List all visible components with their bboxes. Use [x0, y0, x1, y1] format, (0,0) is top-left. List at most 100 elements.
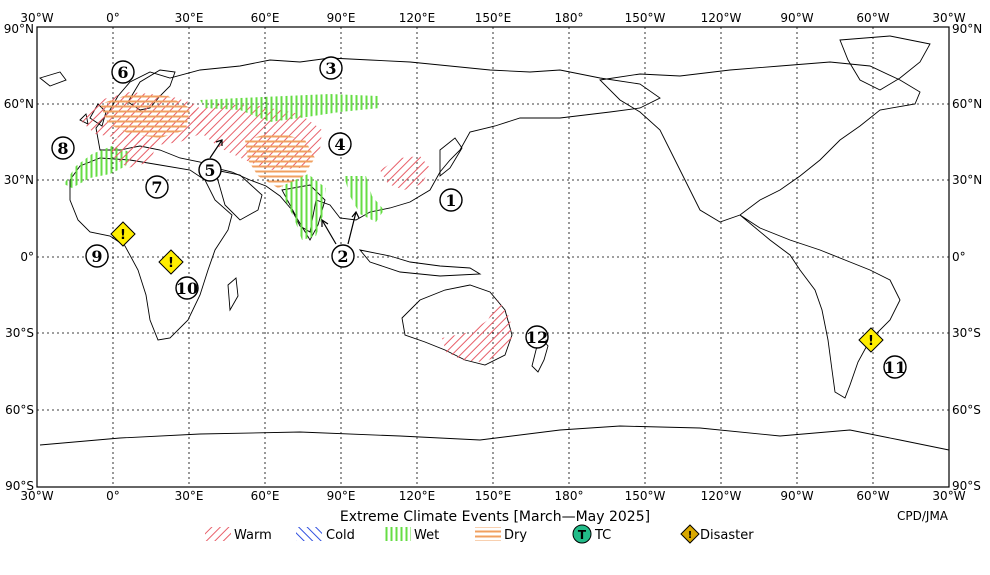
svg-text:Wet: Wet: [414, 528, 439, 543]
legend-disaster: ! Disaster: [680, 524, 754, 544]
lat-label: 90°N: [952, 22, 982, 36]
event-label-6: 6: [111, 60, 135, 84]
lat-label: 30°N: [4, 173, 34, 187]
longitude-labels-top: 30°W 0° 30°E 60°E 90°E 120°E 150°E 180° …: [20, 11, 965, 25]
svg-text:9: 9: [91, 247, 102, 266]
lon-label: 150°E: [475, 11, 512, 25]
lat-label: 60°S: [5, 403, 34, 417]
lon-label: 150°W: [625, 11, 666, 25]
event-label-9: 9: [85, 244, 109, 268]
antarctica-outline: [39, 425, 950, 451]
indonesia-outline: [358, 249, 482, 277]
new-zealand-outline: [531, 335, 549, 373]
lon-label: 180°: [555, 489, 584, 503]
lon-label: 180°: [555, 11, 584, 25]
lon-label: 30°W: [20, 489, 53, 503]
warm-region-australia: [442, 300, 512, 362]
event-label-8: 8: [51, 136, 75, 160]
iceland-outline: [39, 71, 67, 87]
legend-tc: T TC: [572, 524, 611, 544]
event-label-5: 5: [198, 158, 222, 182]
svg-text:11: 11: [884, 358, 906, 377]
lon-label: 120°E: [399, 489, 436, 503]
svg-text:6: 6: [117, 63, 128, 82]
event-label-4: 4: [328, 132, 352, 156]
wet-region-se-asia: [344, 176, 384, 222]
lat-label: 90°S: [5, 479, 34, 493]
eurasia-outline: [95, 57, 661, 233]
disaster-icon: [680, 524, 700, 544]
disaster-marker-west-africa: !: [110, 221, 136, 247]
svg-text:8: 8: [57, 139, 68, 158]
lon-label: 120°E: [399, 11, 436, 25]
svg-text:Warm: Warm: [234, 528, 272, 543]
legend-wet: Wet: [385, 527, 439, 543]
svg-text:!: !: [120, 228, 126, 243]
lon-label: 30°W: [20, 11, 53, 25]
map-title: Extreme Climate Events [March—May 2025]: [340, 509, 650, 525]
lat-label: 0°: [20, 250, 34, 264]
svg-text:10: 10: [176, 279, 198, 298]
lon-label: 150°W: [625, 489, 666, 503]
lon-label: 120°W: [701, 11, 742, 25]
lon-label: 60°W: [856, 489, 889, 503]
svg-text:T: T: [578, 528, 587, 542]
svg-text:!: !: [868, 334, 874, 349]
lon-label: 150°E: [475, 489, 512, 503]
lon-label: 60°W: [856, 11, 889, 25]
lat-label: 60°N: [4, 97, 34, 111]
tc-icon: [572, 524, 592, 544]
lon-label: 30°W: [932, 489, 965, 503]
north-america-outline: [599, 61, 921, 223]
event-label-11: 11: [883, 355, 907, 379]
event-label-12: 12: [525, 325, 549, 349]
lat-label: 90°N: [4, 22, 34, 36]
event-regions: [64, 92, 512, 362]
svg-text:!: !: [688, 530, 693, 541]
south-america-outline: [739, 214, 901, 399]
dry-region-europe: [100, 94, 190, 138]
legend-cold: Cold: [296, 527, 355, 543]
lon-label: 30°E: [175, 489, 204, 503]
svg-text:12: 12: [526, 328, 548, 347]
legend: Warm Cold Wet Dry T TC ! Disaster: [205, 524, 754, 544]
arabia-outline: [214, 169, 263, 221]
lon-label: 60°E: [251, 11, 280, 25]
svg-text:TC: TC: [594, 528, 611, 543]
map-credit: CPD/JMA: [897, 509, 949, 523]
warm-region-nw-africa: [112, 132, 156, 168]
warm-region-east-asia: [380, 156, 430, 190]
wet-region-india: [282, 174, 326, 240]
lat-label: 0°: [952, 250, 966, 264]
lat-label: 30°N: [952, 173, 982, 187]
event-label-7: 7: [145, 175, 169, 199]
legend-warm: Warm: [205, 527, 272, 543]
event-label-2: 2: [331, 244, 355, 268]
svg-text:1: 1: [445, 191, 456, 210]
pointer-arrows: [209, 139, 360, 245]
event-labels: 1 2 3 4 5 6 7 8 9 10 11 12: [51, 56, 907, 379]
svg-text:Dry: Dry: [504, 528, 527, 543]
svg-text:3: 3: [325, 59, 336, 78]
lon-label: 90°W: [780, 489, 813, 503]
lon-label: 60°E: [251, 489, 280, 503]
wet-region-siberia: [200, 94, 380, 122]
event-label-10: 10: [175, 276, 199, 300]
lon-label: 30°E: [175, 11, 204, 25]
svg-text:5: 5: [204, 161, 215, 180]
lon-label: 30°W: [932, 11, 965, 25]
greenland-outline: [839, 35, 931, 91]
svg-text:!: !: [168, 256, 174, 271]
legend-dry: Dry: [475, 527, 527, 543]
lat-label: 30°S: [5, 326, 34, 340]
lat-label: 60°N: [952, 97, 982, 111]
svg-text:7: 7: [151, 178, 162, 197]
lon-label: 120°W: [701, 489, 742, 503]
lat-label: 30°S: [952, 326, 981, 340]
latitude-labels-right: 90°N 60°N 30°N 0° 30°S 60°S 90°S: [952, 22, 982, 493]
disaster-marker-central-africa: !: [158, 249, 184, 275]
latitude-labels-left: 90°N 60°N 30°N 0° 30°S 60°S 90°S: [4, 22, 34, 493]
lon-label: 90°E: [327, 489, 356, 503]
event-label-3: 3: [319, 56, 343, 80]
